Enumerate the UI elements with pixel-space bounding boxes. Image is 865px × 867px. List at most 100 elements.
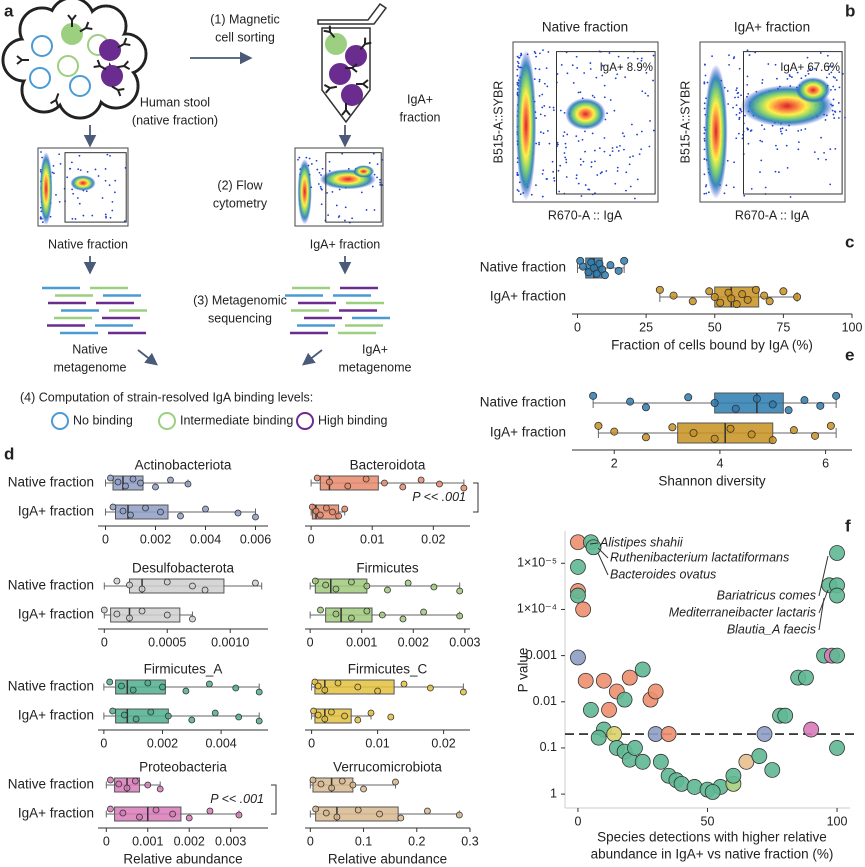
antibody	[93, 59, 107, 71]
data-point	[832, 391, 841, 400]
data-point	[424, 807, 431, 815]
event-dot	[517, 190, 520, 193]
category-label: Native fraction	[480, 395, 566, 410]
event-dot	[647, 94, 649, 97]
data-point	[589, 391, 598, 400]
data-point	[655, 285, 664, 294]
x-axis-label: abundance in IgA+ vs native fraction (%)	[591, 847, 834, 862]
data-point	[132, 715, 140, 723]
data-point	[129, 686, 137, 694]
data-point	[756, 726, 773, 742]
significance-bracket	[473, 482, 479, 513]
annotation-leader	[597, 552, 609, 576]
event-dot	[328, 160, 331, 163]
data-point	[317, 780, 325, 788]
event-dot	[703, 192, 706, 195]
data-point	[420, 608, 427, 616]
data-point	[575, 601, 592, 618]
data-point	[185, 814, 193, 822]
subplot-title: Firmicutes	[356, 561, 419, 576]
data-point	[107, 805, 114, 813]
significance-label: P << .001	[412, 490, 466, 504]
data-point	[211, 709, 219, 717]
event-dot	[760, 124, 763, 127]
x-tick-label: 0.001	[346, 635, 377, 649]
event-dot	[519, 193, 522, 196]
data-point	[784, 406, 793, 415]
event-dot	[703, 81, 706, 84]
data-point	[131, 777, 139, 785]
event-dot	[800, 129, 803, 131]
data-point	[235, 811, 243, 819]
data-point	[606, 726, 623, 742]
data-point	[120, 711, 128, 719]
data-point	[590, 729, 607, 746]
event-dot	[104, 179, 107, 182]
event-dot	[589, 68, 592, 70]
data-point	[152, 806, 160, 814]
data-point	[129, 475, 137, 483]
data-point	[314, 711, 322, 719]
event-dot	[819, 52, 822, 54]
diagram-text: Native	[72, 342, 107, 356]
event-dot	[583, 72, 586, 74]
data-point	[310, 707, 317, 715]
data-point	[570, 587, 586, 604]
event-dot	[844, 116, 846, 119]
event-dot	[51, 171, 54, 174]
data-point	[621, 669, 638, 686]
antibody	[345, 63, 358, 73]
density-blob	[39, 151, 53, 226]
event-dot	[520, 52, 523, 55]
significance-label: P << .001	[210, 792, 264, 806]
x-tick-label: 0	[103, 834, 110, 848]
data-point	[829, 587, 845, 604]
event-dot	[823, 151, 825, 154]
category-label: Native fraction	[8, 777, 94, 792]
event-dot	[52, 164, 55, 167]
data-point	[826, 421, 835, 430]
data-point	[255, 688, 263, 696]
data-point	[600, 271, 609, 280]
event-dot	[779, 127, 782, 130]
event-dot	[379, 178, 381, 181]
data-point	[688, 297, 697, 306]
data-point	[164, 712, 172, 720]
data-point	[752, 394, 761, 403]
y-tick-label: 1	[550, 786, 557, 800]
data-point	[322, 809, 330, 817]
event-dot	[376, 163, 379, 166]
data-point	[668, 423, 677, 432]
event-dot	[584, 130, 586, 133]
plot-frame	[512, 41, 659, 203]
diagram-text: (2) Flow	[217, 178, 263, 192]
data-point	[322, 504, 330, 512]
diagram-text: (1) Magnetic	[210, 12, 279, 26]
event-dot	[596, 174, 599, 176]
event-dot	[832, 76, 835, 78]
event-dot	[365, 209, 368, 211]
event-dot	[381, 158, 384, 161]
event-dot	[641, 90, 644, 93]
data-point	[136, 813, 143, 821]
event-dot	[728, 63, 730, 66]
data-point	[620, 256, 629, 265]
event-dot	[373, 209, 376, 211]
event-dot	[539, 131, 542, 133]
x-tick-label: 0.002	[174, 834, 205, 848]
antibody	[341, 103, 351, 116]
event-dot	[556, 143, 559, 146]
event-dot	[735, 89, 738, 92]
data-point	[348, 614, 355, 622]
panel-label: d	[4, 444, 14, 463]
antibody	[79, 21, 93, 33]
event-dot	[737, 96, 740, 99]
plot-title: Native fraction	[542, 20, 628, 35]
event-dot	[74, 218, 77, 220]
event-dot	[636, 133, 638, 136]
data-point	[167, 476, 174, 484]
x-tick-label: 0.004	[205, 736, 236, 750]
gate	[743, 51, 843, 195]
data-point	[616, 691, 633, 708]
event-dot	[78, 202, 81, 205]
